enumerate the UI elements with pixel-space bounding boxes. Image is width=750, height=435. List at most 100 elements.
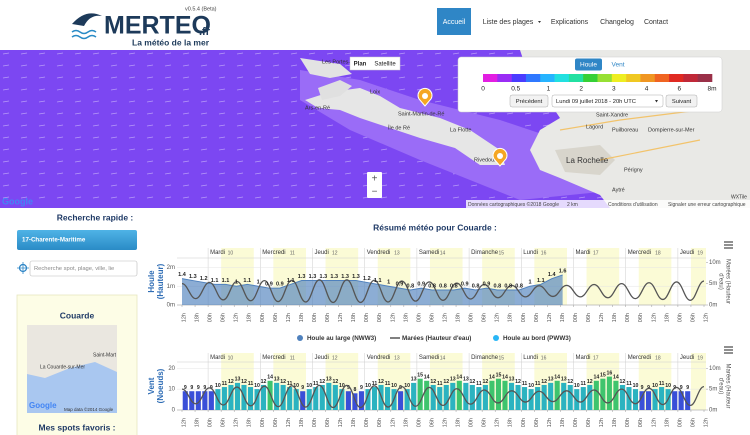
scale-label: 6 xyxy=(677,86,681,93)
swell-value-label: 1.1 xyxy=(243,278,251,284)
x-tick-label: 18h xyxy=(508,313,514,322)
wind-value-label: 11 xyxy=(581,381,587,387)
legend-label[interactable]: Houle au bord (PWW3) xyxy=(503,335,571,342)
wind-value-label: 9 xyxy=(641,385,644,391)
wind-value-label: 12 xyxy=(483,379,489,385)
spot-marker[interactable] xyxy=(417,87,433,107)
marker-dot xyxy=(497,153,503,159)
swell-value-label: 0.8 xyxy=(428,283,436,289)
legend-control[interactable] xyxy=(551,94,664,108)
wind-value-label: 11 xyxy=(626,381,632,387)
color-step xyxy=(554,74,570,82)
y2-axis-title: Marées (Hauteur xyxy=(724,259,730,304)
legend-control-label[interactable]: Suivant xyxy=(672,99,692,105)
wind-value-label: 10 xyxy=(306,383,312,389)
x-tick-label: 06h xyxy=(482,313,488,322)
nav-item[interactable]: Liste des plages xyxy=(483,19,541,26)
x-tick-label: 12h xyxy=(651,313,657,322)
wind-value-label: 10 xyxy=(528,383,534,389)
wind-value-label: 12 xyxy=(620,379,626,385)
legend-tab[interactable]: Houle xyxy=(580,62,597,69)
zoom-button[interactable]: + xyxy=(372,174,378,185)
wind-value-label: 12 xyxy=(280,379,286,385)
nav-item[interactable]: Contact xyxy=(644,19,668,26)
region-button[interactable] xyxy=(17,230,137,250)
city-la-rochelle xyxy=(555,145,615,175)
wind-value-label: 12 xyxy=(567,379,573,385)
map-attribution[interactable]: Signaler une erreur cartographique xyxy=(668,202,746,208)
x-tick-label: 06h xyxy=(325,418,331,427)
spot-marker[interactable] xyxy=(492,147,508,167)
x-tick-label: 18h xyxy=(247,313,253,322)
nav-active-bg xyxy=(437,8,471,35)
legend-symbol[interactable] xyxy=(493,335,499,341)
wind-value-label: 12 xyxy=(261,379,267,385)
nav-label[interactable]: Contact xyxy=(644,19,668,26)
legend-label[interactable]: Houle au large (NWW3) xyxy=(307,335,376,342)
nav-label[interactable]: Accueil xyxy=(443,19,466,26)
wind-value-label: 10 xyxy=(293,383,299,389)
x-tick-label: 12h xyxy=(547,418,553,427)
y-tick-label: 1m xyxy=(167,284,175,290)
swell-value-label: 1 xyxy=(235,280,238,286)
x-tick-label: 00h xyxy=(416,313,422,322)
legend-label[interactable]: Marées (Hauteur d'eau) xyxy=(402,335,471,342)
map-type-button[interactable]: Plan xyxy=(354,62,367,68)
x-tick-label: 06h xyxy=(273,418,279,427)
swell-value-label: 1 xyxy=(528,280,531,286)
day-name: Vendredi xyxy=(367,355,391,361)
nav-item[interactable]: Changelog xyxy=(600,19,634,26)
wind-value-label: 12 xyxy=(430,379,436,385)
google-logo: Google xyxy=(2,196,33,206)
nav-item[interactable]: Accueil xyxy=(437,8,471,35)
wind-bar xyxy=(619,384,625,410)
region-label[interactable]: 17-Charente-Maritime xyxy=(22,237,86,244)
x-tick-label: 06h xyxy=(325,313,331,322)
x-tick-label: 12h xyxy=(703,418,709,427)
search-placeholder[interactable]: Recherche spot, plage, ville, lie xyxy=(34,266,114,272)
island xyxy=(305,88,505,165)
wind-value-label: 10 xyxy=(665,383,671,389)
wind-value-label: 10 xyxy=(365,383,371,389)
wind-bar xyxy=(398,391,404,410)
legend-control[interactable] xyxy=(509,94,549,108)
day-num: 15 xyxy=(499,355,505,361)
day-num: 10 xyxy=(228,250,234,256)
legend-symbol[interactable] xyxy=(297,335,303,341)
legend-tab[interactable]: Vent xyxy=(611,62,624,69)
x-tick-label: 06h xyxy=(221,418,227,427)
zoom-button[interactable]: − xyxy=(372,187,378,198)
x-tick-label: 12h xyxy=(234,313,240,322)
wind-value-label: 12 xyxy=(587,379,593,385)
legend-control[interactable] xyxy=(665,94,698,108)
x-tick-label: 00h xyxy=(364,418,370,427)
wind-bar xyxy=(476,387,482,410)
wind-bar xyxy=(489,380,495,410)
wind-value-label: 9 xyxy=(347,385,350,391)
wind-bar xyxy=(587,384,593,410)
map-type-button[interactable]: Satellite xyxy=(374,62,396,68)
nav-label[interactable]: Explications xyxy=(551,19,589,26)
day-name: Mardi xyxy=(210,355,225,361)
legend-control-label[interactable]: Lundi 09 juillet 2018 - 20h UTC xyxy=(556,99,636,105)
wind-bar xyxy=(280,384,286,410)
nav-item[interactable]: Explications xyxy=(551,19,589,26)
search-input[interactable] xyxy=(29,260,138,277)
day-name: Jeudi xyxy=(680,250,694,256)
locate-cross[interactable] xyxy=(17,262,29,274)
wind-value-label: 13 xyxy=(235,377,241,383)
wind-bar xyxy=(424,380,430,410)
legend-control-label[interactable]: Précédent xyxy=(516,99,543,105)
wind-bar xyxy=(404,389,410,410)
wind-value-label: 11 xyxy=(222,381,228,387)
wind-value-label: 10 xyxy=(254,383,260,389)
nav-label[interactable]: Changelog xyxy=(600,19,634,26)
x-tick-label: 12h xyxy=(181,313,187,322)
wind-bar xyxy=(482,384,488,410)
tagline: La météo de la mer xyxy=(132,37,210,47)
map-attribution[interactable]: Conditions d'utilisation xyxy=(608,202,658,208)
nav-label[interactable]: Liste des plages xyxy=(483,19,534,26)
scale-label: 0 xyxy=(481,86,485,93)
wind-value-label: 12 xyxy=(228,379,234,385)
x-tick-label: 18h xyxy=(299,418,305,427)
